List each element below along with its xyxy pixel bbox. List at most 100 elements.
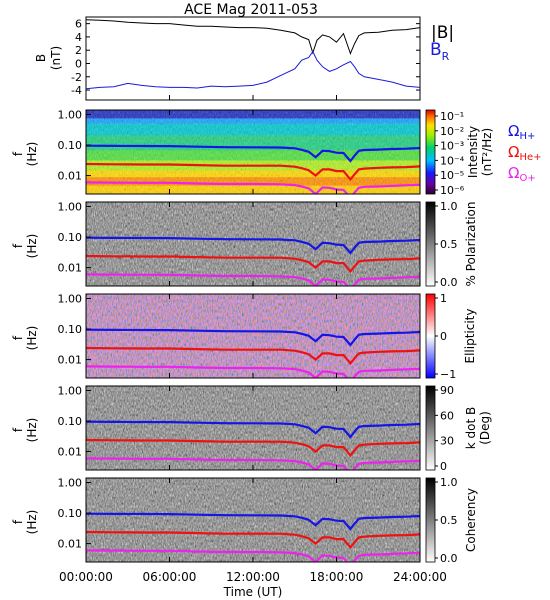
freq-axis-label: f [11,151,25,156]
legend-b-radial: BR [430,40,450,63]
legend-he-gyro: ΩHe+ [508,143,542,163]
legend-he-gyro-main: Ω [508,143,519,161]
field-plot-frame [85,16,421,101]
polarization-panel: 1.00 0.10 0.01 f (Hz) 1.0 0.5 0.0 % Polarization [11,200,478,289]
ellipticity-colorbar [425,293,436,379]
freq-tick-label: 0.10 [58,139,83,152]
coherency-colorbar [425,477,436,563]
psd-panel: 1.00 0.10 0.01 f (Hz) 10⁻¹ 10⁻² 10⁻³10⁻⁴ 10⁻⁵ 10⁻… [11,108,494,197]
he-gyro-line [86,162,420,182]
freq-tick-label: 1.00 [58,292,83,305]
o-gyro-line [86,181,420,194]
psd-texture [86,110,420,194]
figure-title: ACE Mag 2011-053 [184,2,318,18]
field-y-tick-label: -2 [71,71,82,84]
freq-tick-label: 0.10 [58,415,83,428]
field-y-tick-label: -4 [71,84,82,97]
freq-tick-label: 1.00 [58,200,83,213]
gyro-legend: ΩH+ ΩHe+ ΩO+ [508,122,542,184]
freq-tick-label: 0.10 [58,323,83,336]
o-gyro-line [86,365,420,378]
field-y-tick-label: 0 [75,57,82,70]
legend-b-radial-sub: R [442,50,450,63]
he-gyro-line [86,438,420,458]
colorbar-tick-label: 10⁻³ [440,140,464,153]
ellipticity-panel: 1.00 0.10 0.01 f (Hz) 1 0 −1 Ellipticity [11,292,477,381]
freq-axis-unit: (Hz) [25,326,39,351]
colorbar-tick-label: 10⁻⁶ [440,184,465,197]
colorbar-tick-label: 1 [440,292,447,305]
o-gyro-line [86,273,420,286]
freq-axis-unit: (Hz) [25,234,39,259]
he-gyro-line [86,254,420,274]
freq-tick-label: 1.00 [58,476,83,489]
polarization-texture [86,202,420,286]
freq-axis-label: f [11,519,25,524]
freq-tick-label: 0.10 [58,507,83,520]
colorbar-tick-label: 0.0 [440,276,458,289]
ellipticity-spectrogram [86,294,420,378]
h-gyro-line [86,512,420,531]
time-tick-label: 18:00:00 [310,570,364,584]
colorbar-tick-label: 1.0 [440,200,458,213]
colorbar-label: k dot B [464,407,478,449]
colorbar-tick-label: 10⁻¹ [440,110,464,123]
polarization-spectrogram [86,202,420,286]
polarization-colorbar [425,201,436,287]
colorbar-tick-label: 1.0 [440,476,458,489]
h-gyro-line [86,420,420,439]
o-gyro-line [86,549,420,562]
x-axis-label: Time (UT) [223,585,283,599]
colorbar-tick-label: −1 [440,368,456,381]
freq-axis-unit: (Hz) [25,142,39,167]
freq-tick-label: 0.01 [58,446,83,459]
freq-tick-label: 0.10 [58,231,83,244]
freq-tick-label: 1.00 [58,108,83,121]
kdotb-texture [86,386,420,470]
colorbar-tick-label: 60 [440,409,454,422]
colorbar-label: Intensity [466,126,480,178]
b-radial-line [85,50,421,90]
coherency-panel: 1.00 0.10 0.01 f (Hz) 1.0 0.5 0.0 Coherency [11,476,478,565]
kdotb-panel: 1.00 0.10 0.01 f (Hz) 90 60 30 0 k dot B (Deg) [11,384,492,473]
colorbar-tick-label: 0.0 [440,552,458,565]
field-y-tick-label: 6 [75,18,82,31]
o-gyro-line [86,457,420,470]
legend-h-gyro: ΩH+ [508,122,535,142]
psd-colorbar [425,109,436,195]
legend-b-total: |B| [431,23,454,43]
he-gyro-line [86,346,420,366]
kdotb-spectrogram [86,386,420,470]
colorbar-tick-label: 10⁻⁴ [440,154,465,167]
colorbar-label: % Polarization [464,202,478,287]
legend-o-gyro-sub: O+ [519,173,535,184]
colorbar-tick-label: 10⁻² [440,125,464,138]
b-total-line [85,19,421,55]
legend-h-gyro-sub: H+ [519,131,535,142]
colorbar-tick-label: 0.5 [440,514,458,527]
colorbar-tick-label: 0 [440,330,447,343]
freq-tick-label: 0.01 [58,170,83,183]
colorbar-label: Ellipticity [463,309,477,364]
colorbar-tick-label: 0.5 [440,238,458,251]
freq-axis-unit: (Hz) [25,510,39,535]
legend-o-gyro-main: Ω [508,164,519,182]
ellipticity-texture [86,294,420,378]
spectrogram-panels: 1.000.100.01f (Hz)10⁻¹10⁻²10⁻³10⁻⁴10⁻⁵10⁻… [11,108,494,565]
freq-axis-label: f [11,335,25,340]
kdotb-colorbar [425,385,436,471]
h-gyro-line [86,144,420,163]
coherency-spectrogram [86,478,420,562]
colorbar-unit: (nT²/Hz) [480,128,494,176]
colorbar-tick-label: 90 [440,384,454,397]
time-tick-label: 24:00:00 [393,570,447,584]
colorbar-label: Coherency [464,488,478,552]
legend-o-gyro: ΩO+ [508,164,536,184]
field-y-tick-label: 4 [75,31,82,44]
legend-he-gyro-sub: He+ [519,152,541,163]
freq-tick-label: 0.01 [58,354,83,367]
colorbar-tick-label: 0 [440,460,447,473]
